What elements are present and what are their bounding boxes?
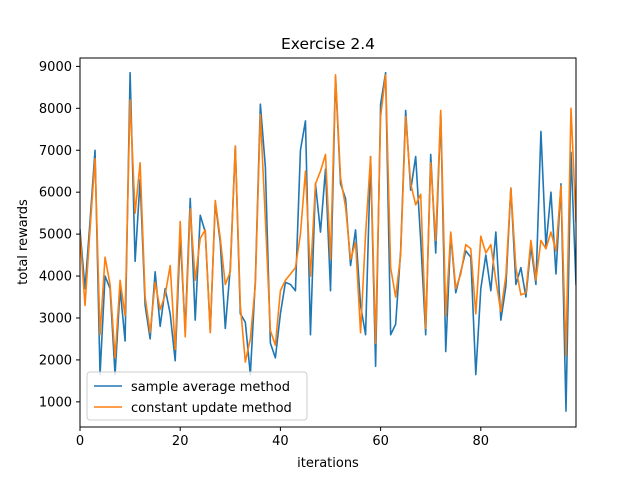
y-tick-label: 3000 — [39, 311, 72, 326]
x-tick-label: 80 — [473, 434, 490, 449]
plot-frame — [79, 57, 577, 428]
y-tick-label: 8000 — [39, 102, 72, 117]
y-tick-label: 7000 — [39, 144, 72, 159]
y-axis-ticks: 1000 2000 3000 4000 5000 6000 7000 8000 9000 — [39, 60, 80, 410]
x-tick-label: 40 — [272, 434, 289, 449]
legend-label-constant-update: constant update method — [131, 401, 292, 416]
x-axis-ticks: 0 20 40 60 80 — [76, 427, 489, 449]
x-tick-label: 20 — [172, 434, 189, 449]
legend-label-sample-average: sample average method — [131, 380, 290, 395]
legend: sample average method constant update me… — [86, 371, 308, 421]
legend-box — [86, 371, 308, 421]
series-layer — [80, 71, 576, 412]
y-tick-label: 6000 — [39, 186, 72, 201]
series-line-constant-update-method — [80, 73, 576, 363]
y-tick-label: 9000 — [39, 60, 72, 75]
y-tick-label: 4000 — [39, 270, 72, 285]
y-tick-label: 1000 — [39, 395, 72, 410]
x-tick-label: 60 — [372, 434, 389, 449]
y-tick-label: 5000 — [39, 228, 72, 243]
x-tick-label: 0 — [76, 434, 84, 449]
y-tick-label: 2000 — [39, 353, 72, 368]
y-axis-label: total rewards — [16, 199, 31, 285]
chart-title: Exercise 2.4 — [281, 35, 375, 53]
x-axis-label: iterations — [297, 456, 359, 471]
